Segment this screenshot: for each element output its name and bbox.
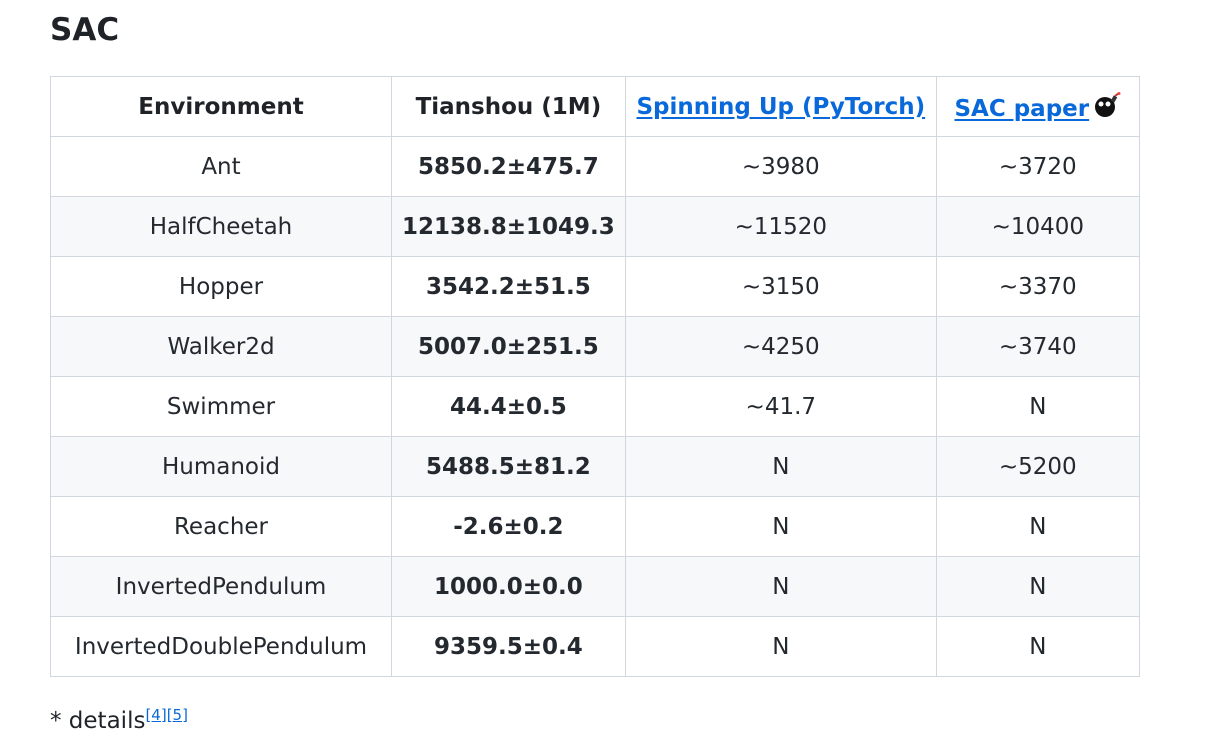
page-title: SAC <box>50 12 120 48</box>
cell-env: Humanoid <box>50 436 392 497</box>
cell-sac-paper: ~10400 <box>935 196 1140 257</box>
cell-env: Walker2d <box>50 316 392 377</box>
footnote: * details[4][5] <box>50 706 188 735</box>
bomb-icon <box>1091 91 1121 118</box>
table-row: Ant 5850.2±475.7 ~3980 ~3720 <box>50 136 1140 197</box>
cell-spinning-up: N <box>624 616 937 677</box>
footnote-ref-4[interactable]: [4] <box>145 706 167 724</box>
cell-spinning-up: ~3980 <box>624 136 937 197</box>
sac-paper-link[interactable]: SAC paper <box>954 95 1090 122</box>
cell-spinning-up: ~11520 <box>624 196 937 257</box>
cell-tianshou: -2.6±0.2 <box>391 496 626 557</box>
cell-tianshou: 5850.2±475.7 <box>391 136 626 197</box>
cell-sac-paper: N <box>935 556 1140 617</box>
table-header: Environment Tianshou (1M) Spinning Up (P… <box>50 76 1140 137</box>
cell-tianshou: 9359.5±0.4 <box>391 616 626 677</box>
cell-sac-paper: N <box>935 496 1140 557</box>
cell-spinning-up: ~41.7 <box>624 376 937 437</box>
cell-spinning-up: ~3150 <box>624 256 937 317</box>
cell-env: Reacher <box>50 496 392 557</box>
cell-spinning-up: N <box>624 496 937 557</box>
table-row: Swimmer 44.4±0.5 ~41.7 N <box>50 376 1140 437</box>
cell-env: InvertedDoublePendulum <box>50 616 392 677</box>
footnote-refs: [4][5] <box>145 706 188 724</box>
table-row: Reacher -2.6±0.2 N N <box>50 496 1140 557</box>
table-row: InvertedPendulum 1000.0±0.0 N N <box>50 556 1140 617</box>
cell-env: Hopper <box>50 256 392 317</box>
cell-spinning-up: ~4250 <box>624 316 937 377</box>
results-table: Environment Tianshou (1M) Spinning Up (P… <box>50 76 1140 677</box>
cell-tianshou: 3542.2±51.5 <box>391 256 626 317</box>
cell-sac-paper: ~3370 <box>935 256 1140 317</box>
cell-tianshou: 5488.5±81.2 <box>391 436 626 497</box>
cell-env: InvertedPendulum <box>50 556 392 617</box>
cell-tianshou: 5007.0±251.5 <box>391 316 626 377</box>
cell-sac-paper: ~3720 <box>935 136 1140 197</box>
cell-sac-paper: ~5200 <box>935 436 1140 497</box>
spinning-up-link[interactable]: Spinning Up (PyTorch) <box>636 93 926 120</box>
cell-tianshou: 1000.0±0.0 <box>391 556 626 617</box>
cell-tianshou: 12138.8±1049.3 <box>391 196 626 257</box>
header-sac-paper: SAC paper <box>935 76 1140 137</box>
table-row: Walker2d 5007.0±251.5 ~4250 ~3740 <box>50 316 1140 377</box>
table-row: InvertedDoublePendulum 9359.5±0.4 N N <box>50 616 1140 677</box>
cell-env: Ant <box>50 136 392 197</box>
header-spinning-up: Spinning Up (PyTorch) <box>624 76 937 137</box>
cell-tianshou: 44.4±0.5 <box>391 376 626 437</box>
table-body: Ant 5850.2±475.7 ~3980 ~3720 HalfCheetah… <box>50 136 1140 677</box>
header-environment: Environment <box>50 76 392 137</box>
cell-env: HalfCheetah <box>50 196 392 257</box>
header-tianshou: Tianshou (1M) <box>391 76 626 137</box>
cell-sac-paper: ~3740 <box>935 316 1140 377</box>
table-row: Humanoid 5488.5±81.2 N ~5200 <box>50 436 1140 497</box>
table-row: HalfCheetah 12138.8±1049.3 ~11520 ~10400 <box>50 196 1140 257</box>
footnote-text: * details <box>50 708 146 734</box>
cell-spinning-up: N <box>624 556 937 617</box>
cell-sac-paper: N <box>935 616 1140 677</box>
cell-spinning-up: N <box>624 436 937 497</box>
header-row: Environment Tianshou (1M) Spinning Up (P… <box>50 76 1140 137</box>
cell-env: Swimmer <box>50 376 392 437</box>
cell-sac-paper: N <box>935 376 1140 437</box>
footnote-ref-5[interactable]: [5] <box>166 706 188 724</box>
table-row: Hopper 3542.2±51.5 ~3150 ~3370 <box>50 256 1140 317</box>
